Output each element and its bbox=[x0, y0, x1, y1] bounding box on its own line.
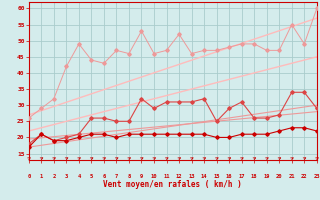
X-axis label: Vent moyen/en rafales ( km/h ): Vent moyen/en rafales ( km/h ) bbox=[103, 180, 242, 189]
